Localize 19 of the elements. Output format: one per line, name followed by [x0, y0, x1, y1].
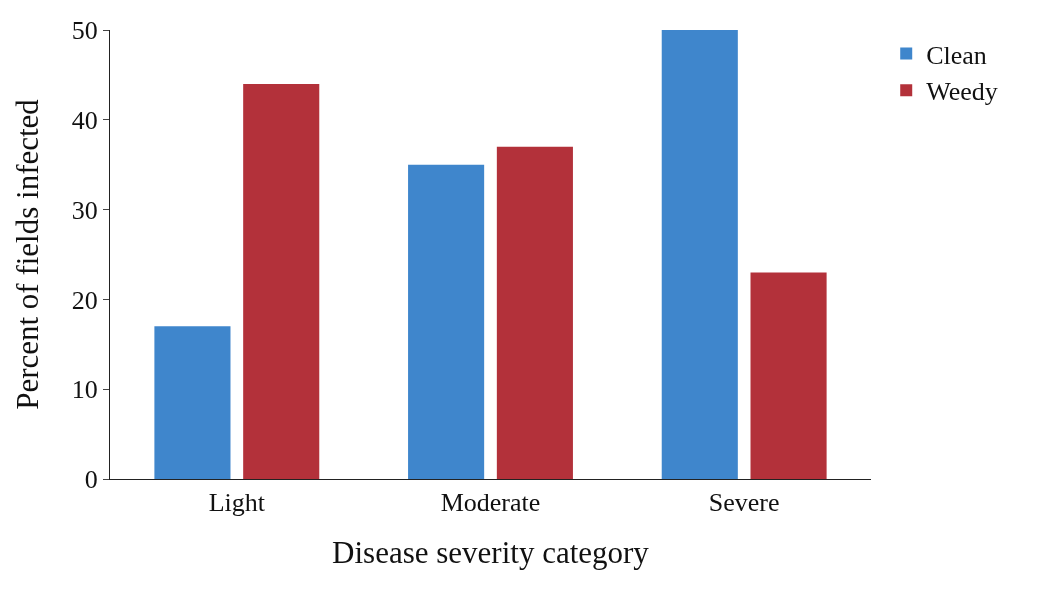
y-tick-label: 30: [71, 195, 98, 225]
bar: [750, 272, 827, 479]
y-axis-title: Percent of fields infected: [10, 98, 45, 410]
legend-label: Weedy: [926, 77, 998, 107]
legend-label: Clean: [926, 40, 987, 70]
bar: [154, 326, 231, 479]
y-tick-label: 20: [71, 285, 98, 315]
bar: [496, 146, 573, 479]
x-axis-title: Disease severity category: [332, 535, 650, 571]
x-tick-label: Light: [208, 488, 266, 518]
y-tick-label: 50: [71, 16, 98, 46]
x-tick-label: Severe: [708, 488, 780, 518]
bar: [661, 30, 738, 479]
y-tick-label: 0: [84, 465, 98, 495]
y-tick-label: 10: [71, 375, 98, 405]
y-tick-label: 40: [71, 105, 98, 135]
bar: [243, 83, 320, 479]
bar: [408, 164, 485, 479]
x-tick-label: Moderate: [440, 488, 541, 518]
